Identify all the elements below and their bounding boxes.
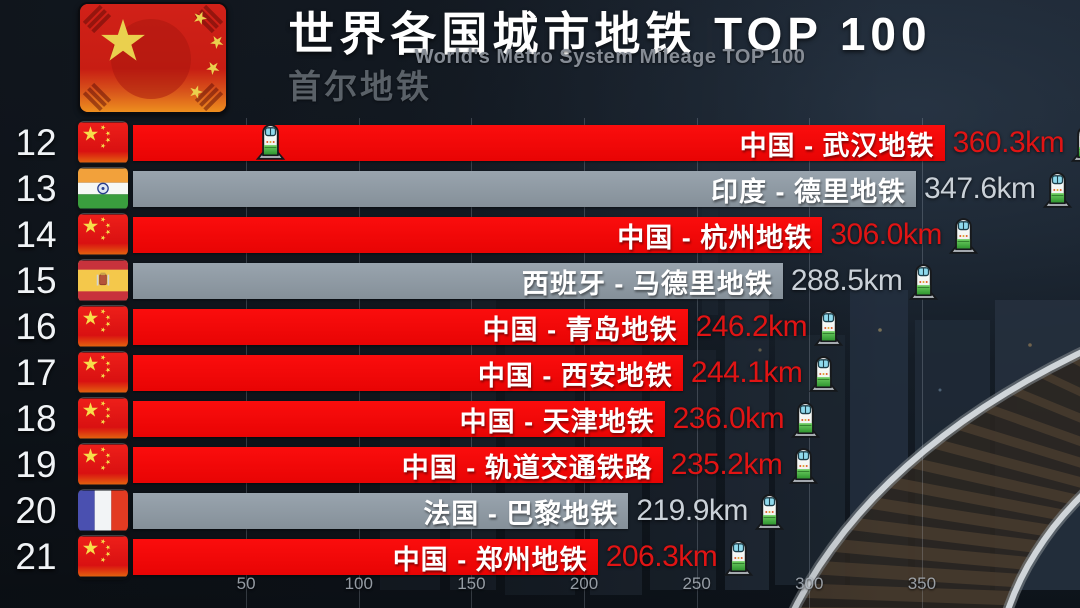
value-label: 219.9km [636, 494, 748, 527]
bar-entry-label: 中国 - 西安地铁 [477, 360, 673, 391]
chart-row: 15 西班牙 - 马德里地铁 288.5km [0, 258, 1080, 304]
rank-label: 13 [15, 168, 57, 209]
bar-entry-label: 中国 - 郑州地铁 [392, 544, 588, 575]
chart-row: 14 中国 - 杭州地铁 306.0km [0, 212, 1080, 258]
bar-entry-label: 西班牙 - 马德里地铁 [521, 268, 773, 299]
train-icon [754, 492, 785, 531]
bar-track: 中国 - 西安地铁 244.1km [133, 355, 1080, 391]
rank-label: 21 [15, 536, 57, 577]
value-bar: 中国 - 西安地铁 [133, 355, 683, 391]
rank-label: 19 [15, 444, 57, 485]
rank-label: 16 [15, 306, 57, 347]
bar-chart: 12 中国 - 武汉地铁 360.3km 13 印度 - 德里地铁 347.6k… [0, 120, 1080, 580]
value-bar: 中国 - 杭州地铁 [133, 217, 823, 253]
bar-track: 中国 - 轨道交通铁路 235.2km [133, 447, 1080, 483]
value-label: 206.3km [605, 540, 718, 573]
chart-row: 17 中国 - 西安地铁 244.1km [0, 350, 1080, 396]
value-label: 347.6km [923, 172, 1036, 205]
bar-track: 中国 - 天津地铁 236.0km [133, 401, 1080, 437]
bar-track: 中国 - 青岛地铁 246.2km [133, 309, 1080, 345]
value-bar: 中国 - 郑州地铁 [133, 539, 598, 575]
train-icon [948, 216, 979, 255]
bar-track: 中国 - 武汉地铁 360.3km [133, 125, 1080, 161]
bar-entry-label: 印度 - 德里地铁 [710, 176, 906, 207]
train-icon [788, 446, 819, 485]
train-marker-icon [255, 122, 286, 161]
bar-track: 中国 - 郑州地铁 206.3km [133, 539, 1080, 575]
bar-track: 印度 - 德里地铁 347.6km [133, 171, 1080, 207]
chart-row: 12 中国 - 武汉地铁 360.3km [0, 120, 1080, 166]
chart-row: 13 印度 - 德里地铁 347.6km [0, 166, 1080, 212]
flag-icon-china [78, 397, 128, 440]
train-icon [1070, 124, 1080, 163]
flag-icon-china [78, 535, 128, 578]
bar-entry-label: 法国 - 巴黎地铁 [423, 498, 619, 529]
previous-leader-label: 首尔地铁 [288, 68, 432, 105]
value-label: 244.1km [690, 356, 803, 389]
value-label: 235.2km [670, 448, 783, 481]
value-bar: 中国 - 轨道交通铁路 [133, 447, 663, 483]
train-icon [813, 308, 844, 347]
value-label: 306.0km [830, 218, 942, 251]
leader-flag-badge [78, 2, 228, 114]
rank-label: 18 [15, 398, 57, 439]
value-bar: 中国 - 天津地铁 [133, 401, 665, 437]
value-bar: 印度 - 德里地铁 [133, 171, 916, 207]
chart-row: 16 中国 - 青岛地铁 246.2km [0, 304, 1080, 350]
bar-track: 法国 - 巴黎地铁 219.9km [133, 493, 1080, 529]
bar-track: 中国 - 杭州地铁 306.0km [133, 217, 1080, 253]
train-icon [908, 262, 939, 301]
train-icon [790, 400, 821, 439]
train-icon [723, 538, 754, 577]
rank-label: 20 [15, 490, 57, 531]
value-bar: 法国 - 巴黎地铁 [133, 493, 629, 529]
train-icon [1042, 170, 1073, 209]
bar-entry-label: 中国 - 杭州地铁 [617, 222, 813, 253]
value-bar: 西班牙 - 马德里地铁 [133, 263, 783, 299]
value-label: 236.0km [672, 402, 785, 435]
flag-icon-india [78, 167, 128, 210]
value-bar: 中国 - 青岛地铁 [133, 309, 688, 345]
value-label: 246.2km [695, 310, 808, 343]
chart-row: 18 中国 - 天津地铁 236.0km [0, 396, 1080, 442]
header: 世界各国城市地铁 TOP 100 World's Metro System Mi… [0, 0, 1080, 120]
rank-label: 14 [15, 214, 57, 255]
chart-row: 19 中国 - 轨道交通铁路 235.2km [0, 442, 1080, 488]
rank-label: 17 [15, 352, 57, 393]
value-label: 288.5km [790, 264, 903, 297]
flag-icon-china [78, 305, 128, 348]
train-icon [808, 354, 839, 393]
bar-entry-label: 中国 - 武汉地铁 [739, 130, 935, 161]
value-bar: 中国 - 武汉地铁 [133, 125, 945, 161]
flag-icon-spain [78, 259, 128, 302]
flag-icon-china [78, 443, 128, 486]
bar-entry-label: 中国 - 轨道交通铁路 [401, 452, 653, 483]
chart-row: 21 中国 - 郑州地铁 206.3km [0, 534, 1080, 580]
bar-entry-label: 中国 - 青岛地铁 [482, 314, 678, 345]
bar-entry-label: 中国 - 天津地铁 [459, 406, 655, 437]
value-label: 360.3km [952, 126, 1065, 159]
rank-label: 12 [15, 122, 57, 163]
flag-icon-china [78, 121, 128, 164]
chart-row: 20 法国 - 巴黎地铁 219.9km [0, 488, 1080, 534]
flag-icon-china [78, 213, 128, 256]
rank-label: 15 [15, 260, 57, 301]
flag-icon-france [78, 489, 128, 532]
flag-icon-china [78, 351, 128, 394]
bar-track: 西班牙 - 马德里地铁 288.5km [133, 263, 1080, 299]
